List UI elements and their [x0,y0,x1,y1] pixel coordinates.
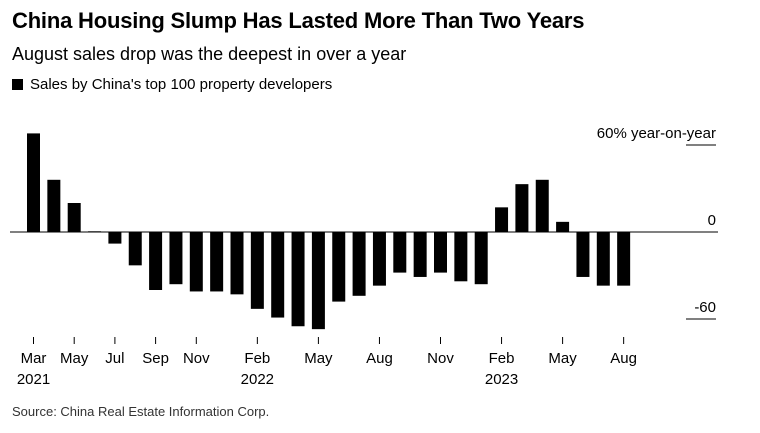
bar-2021-03 [27,133,40,232]
x-year-label: 2022 [241,371,274,388]
x-tick-label: Feb [489,350,515,367]
bar-2023-02 [495,207,509,232]
bar-2022-03 [271,232,285,318]
bar-2023-05 [556,221,570,232]
bar-2022-10 [413,232,427,277]
bar-2022-12 [454,232,468,282]
source-note: Source: China Real Estate Information Co… [12,404,270,419]
y-tick-label: 0 [708,212,716,229]
x-tick-label: May [304,350,333,367]
bar-2022-11 [434,232,447,273]
bar-2022-02 [250,232,264,309]
bar-2022-08 [372,232,386,286]
x-tick-label: Sep [142,350,169,367]
bar-2022-04 [291,232,305,327]
x-tick-label: Nov [427,350,454,367]
x-tick-label: May [60,350,89,367]
bar-2021-06 [88,231,102,233]
bar-2021-09 [149,232,163,290]
bar-2021-04 [47,179,61,232]
bar-2022-06 [332,232,346,302]
bar-2023-07 [596,232,610,286]
x-year-label: 2021 [17,371,50,388]
bar-2021-05 [67,203,81,232]
x-tick-label: Feb [244,350,270,367]
bar-2021-07 [108,232,122,244]
chart-title: China Housing Slump Has Lasted More Than… [12,8,585,33]
bar-2022-07 [352,232,366,296]
bar-2023-01 [474,232,488,285]
bar-2022-01 [230,232,244,295]
y-tick-label: -60 [694,299,716,316]
legend-swatch [12,79,23,90]
x-tick-label: May [548,350,577,367]
x-year-label: 2023 [485,371,518,388]
bar-2023-08 [617,232,631,286]
x-tick-label: Aug [610,350,637,367]
chart-subtitle: August sales drop was the deepest in ove… [12,44,407,64]
y-tick-label: 60% year-on-year [597,125,716,142]
x-tick-label: Nov [183,350,210,367]
x-tick-label: Aug [366,350,393,367]
bar-2023-03 [515,184,529,232]
bar-2022-05 [311,232,325,330]
bar-2023-06 [576,232,590,277]
x-tick-label: Mar [21,350,47,367]
bar-2023-04 [535,179,549,232]
x-tick-label: Jul [105,350,124,367]
bar-2021-08 [128,232,142,266]
bar-2021-12 [210,232,224,292]
bar-2021-11 [189,232,203,292]
legend: Sales by China's top 100 property develo… [12,76,332,93]
legend-label: Sales by China's top 100 property develo… [30,76,333,93]
bar-2022-09 [393,232,407,273]
bar-2021-10 [169,232,183,285]
